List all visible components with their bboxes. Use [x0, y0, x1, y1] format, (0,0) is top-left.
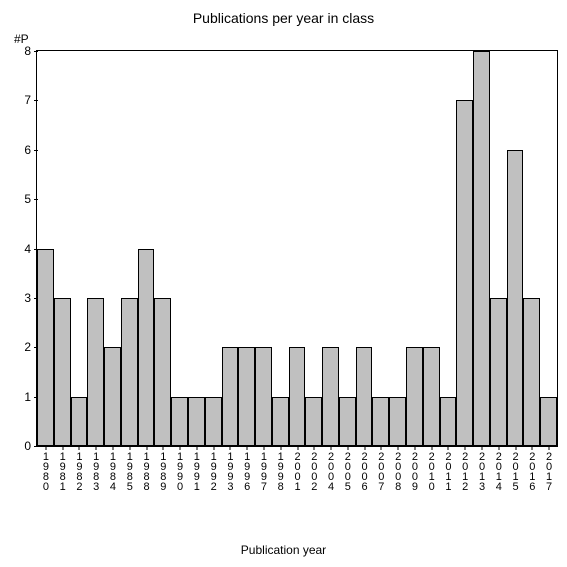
x-tick-label: 1993 [224, 446, 235, 491]
x-tick-label: 1989 [157, 446, 168, 491]
y-tick-label: 1 [24, 390, 37, 404]
x-tick-label: 2017 [543, 446, 554, 491]
x-tick-label: 1997 [258, 446, 269, 491]
bar [171, 397, 188, 446]
x-tick-label: 2011 [442, 446, 453, 491]
x-tick-label: 2010 [426, 446, 437, 491]
bar [456, 100, 473, 446]
x-tick-label: 1998 [275, 446, 286, 491]
x-tick-label: 2016 [526, 446, 537, 491]
bar [188, 397, 205, 446]
x-axis-label: Publication year [0, 543, 567, 557]
bar [222, 347, 239, 446]
bar [440, 397, 457, 446]
x-tick-label: 2001 [292, 446, 303, 491]
y-tick-label: 5 [24, 192, 37, 206]
bar [406, 347, 423, 446]
y-tick-label: 6 [24, 143, 37, 157]
y-tick-label: 2 [24, 340, 37, 354]
x-tick-label: 1992 [208, 446, 219, 491]
x-tick-label: 1981 [57, 446, 68, 491]
bar [138, 249, 155, 447]
x-tick-label: 2009 [409, 446, 420, 491]
x-tick-label: 2002 [308, 446, 319, 491]
x-tick-label: 2013 [476, 446, 487, 491]
bar [37, 249, 54, 447]
bar [423, 347, 440, 446]
y-tick-label: 3 [24, 291, 37, 305]
bar [255, 347, 272, 446]
bar [322, 347, 339, 446]
bar [104, 347, 121, 446]
x-tick-label: 1980 [40, 446, 51, 491]
bar [389, 397, 406, 446]
x-tick-label: 1983 [90, 446, 101, 491]
bar [490, 298, 507, 446]
bar [87, 298, 104, 446]
x-tick-label: 2006 [359, 446, 370, 491]
x-tick-label: 2014 [493, 446, 504, 491]
y-tick-label: 7 [24, 93, 37, 107]
y-tick-label: 0 [24, 439, 37, 453]
x-tick-label: 1996 [241, 446, 252, 491]
y-tick-label: 8 [24, 44, 37, 58]
bar [305, 397, 322, 446]
x-tick-label: 1991 [191, 446, 202, 491]
bar [507, 150, 524, 446]
bar [339, 397, 356, 446]
chart-title: Publications per year in class [0, 10, 567, 26]
x-tick-label: 2007 [375, 446, 386, 491]
bar [71, 397, 88, 446]
x-tick-label: 1982 [73, 446, 84, 491]
x-tick-label: 1985 [124, 446, 135, 491]
x-tick-label: 1984 [107, 446, 118, 491]
bar [272, 397, 289, 446]
x-tick-label: 2005 [342, 446, 353, 491]
bar [473, 51, 490, 446]
chart-container: Publications per year in class #P 198019… [0, 0, 567, 567]
bar [154, 298, 171, 446]
bar [523, 298, 540, 446]
bar [238, 347, 255, 446]
x-tick-label: 1990 [174, 446, 185, 491]
bar [372, 397, 389, 446]
x-tick-label: 1988 [141, 446, 152, 491]
bar [54, 298, 71, 446]
x-tick-label: 2004 [325, 446, 336, 491]
x-tick-label: 2015 [510, 446, 521, 491]
x-tick-label: 2008 [392, 446, 403, 491]
bar [289, 347, 306, 446]
bar [356, 347, 373, 446]
bar [121, 298, 138, 446]
y-tick-label: 4 [24, 242, 37, 256]
bar [205, 397, 222, 446]
bars-layer [37, 51, 557, 446]
plot-area: 1980198119821983198419851988198919901991… [36, 50, 558, 447]
x-tick-label: 2012 [459, 446, 470, 491]
bar [540, 397, 557, 446]
